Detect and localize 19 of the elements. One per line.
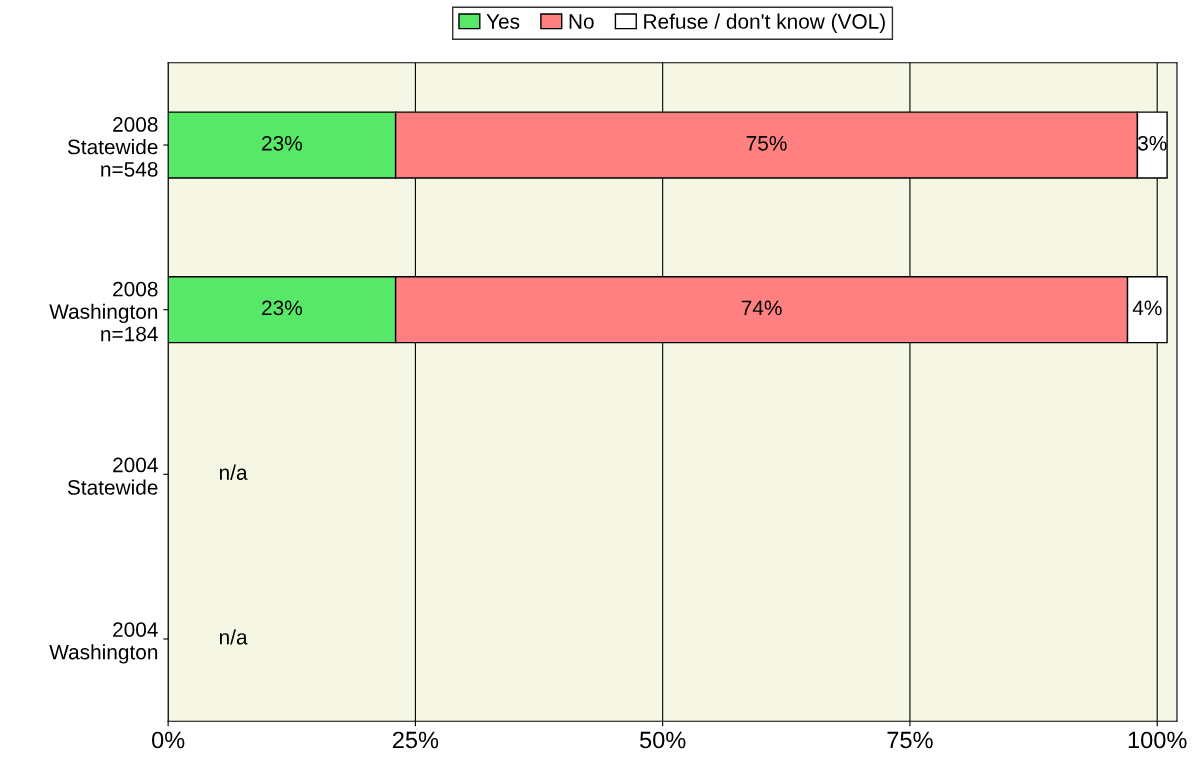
x-tick-label: 25% [392,731,439,749]
data-label: 23% [262,135,302,151]
legend-label: Refuse / don't know (VOL) [644,13,885,33]
legend-label: Yes [486,14,520,29]
x-tick-label: 75% [887,731,933,749]
annotation: n/a [219,629,248,645]
y-tick-label: 2004 Washington [49,622,158,664]
data-label: 74% [741,300,782,316]
data-label: 23% [262,300,302,316]
x-tick-label: 50% [639,731,686,749]
legend-label: No [569,14,594,29]
annotation: n/a [219,464,248,480]
data-label: 75% [746,135,787,151]
x-tick-label: 0% [152,731,185,749]
y-tick-label: 2004 Statewide [67,457,158,495]
data-label: 4% [1132,300,1162,316]
y-tick-label: 2008 Washington n=184 [49,281,158,342]
x-tick-label: 100% [1128,731,1187,749]
y-tick-label: 2008 Statewide n=548 [67,117,158,177]
